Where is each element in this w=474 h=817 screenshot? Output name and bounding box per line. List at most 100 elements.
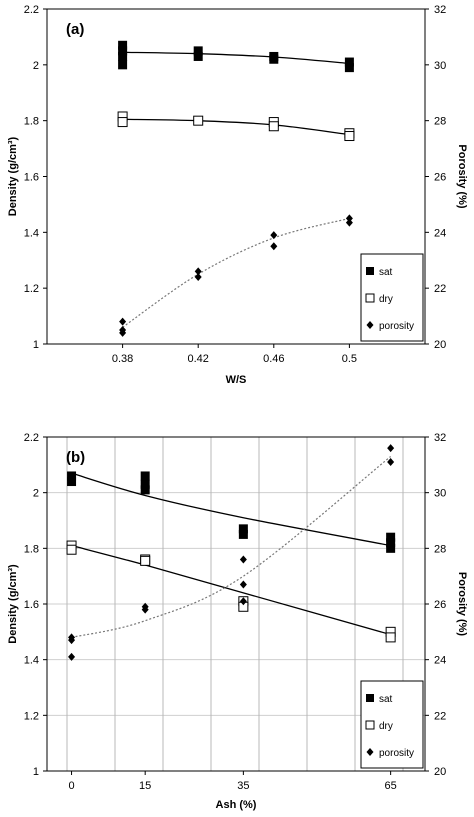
x-tick-label: 0.38 xyxy=(112,353,133,365)
legend-label: dry xyxy=(379,294,393,305)
x-tick-label: 0.42 xyxy=(187,353,208,365)
marker-sat xyxy=(118,51,128,61)
y2-axis-title: Porosity (%) xyxy=(456,144,468,209)
series-sat xyxy=(118,40,354,73)
y2-tick-label: 20 xyxy=(434,766,446,778)
y-tick-label: 1.8 xyxy=(24,116,39,128)
marker-porosity xyxy=(119,317,127,326)
y2-tick-label: 26 xyxy=(434,172,446,184)
y2-tick-label: 30 xyxy=(434,488,446,500)
marker-dry xyxy=(344,131,355,142)
marker-porosity xyxy=(141,605,149,614)
y-tick-label: 1 xyxy=(33,339,39,351)
chart-panel-b: 1 1.2 1.4 1.6 1.8 2 2.2 20 22 24 26 28 30 32 0 15 35 65 As… xyxy=(7,432,468,811)
legend-label: sat xyxy=(379,267,393,278)
legend-swatch xyxy=(366,694,374,702)
marker-porosity xyxy=(68,636,76,645)
marker-sat xyxy=(386,538,396,548)
legend-swatch xyxy=(365,720,375,730)
trendline-porosity xyxy=(122,217,350,328)
legend-swatch xyxy=(365,293,375,303)
marker-sat xyxy=(140,485,150,495)
series-porosity xyxy=(119,214,353,337)
marker-porosity xyxy=(270,242,278,251)
marker-sat xyxy=(269,54,279,64)
y-tick-label: 1 xyxy=(33,766,39,778)
x-tick-label: 35 xyxy=(237,780,249,792)
marker-sat xyxy=(67,477,77,487)
y2-axis-title: Porosity (%) xyxy=(456,572,468,637)
y2-tick-label: 22 xyxy=(434,710,446,722)
marker-sat xyxy=(238,529,248,539)
x-axis-title: W/S xyxy=(226,374,247,386)
y-tick-label: 1.2 xyxy=(24,283,39,295)
y2-tick-label: 32 xyxy=(434,432,446,444)
marker-sat xyxy=(118,60,128,70)
y2-tick-label: 28 xyxy=(434,543,446,555)
marker-dry xyxy=(385,632,396,643)
y2-tick-label: 28 xyxy=(434,116,446,128)
marker-porosity xyxy=(387,444,395,453)
marker-dry xyxy=(268,121,279,132)
marker-sat xyxy=(238,524,248,534)
legend-label: porosity xyxy=(379,321,414,332)
y-tick-label: 1.4 xyxy=(24,227,39,239)
x-tick-label: 0.46 xyxy=(263,353,284,365)
marker-sat xyxy=(386,543,396,553)
y2-tick-label: 26 xyxy=(434,599,446,611)
marker-dry xyxy=(140,555,151,566)
marker-sat xyxy=(193,51,203,61)
marker-sat xyxy=(193,46,203,56)
legend-label: dry xyxy=(379,721,393,732)
panel-label: (a) xyxy=(66,21,84,38)
legend-swatch xyxy=(366,321,374,329)
series-porosity xyxy=(68,444,395,661)
legend: sat dry porosity xyxy=(360,680,424,769)
legend-label: porosity xyxy=(379,748,414,759)
y2-tick-label: 24 xyxy=(434,227,446,239)
y-tick-label: 1.6 xyxy=(24,172,39,184)
x-tick-label: 0 xyxy=(68,780,74,792)
y2-tick-label: 20 xyxy=(434,339,446,351)
x-axis-title: Ash (%) xyxy=(216,799,257,811)
marker-sat xyxy=(344,57,354,67)
y-tick-label: 2.2 xyxy=(24,432,39,444)
marker-sat xyxy=(67,471,77,481)
series-dry xyxy=(117,111,355,142)
marker-sat xyxy=(118,46,128,56)
chart-panel-a: 1 1.2 1.4 1.6 1.8 2 2.2 20 22 24 26 28 30 32 0.38 0.42 0… xyxy=(7,4,468,386)
marker-sat xyxy=(140,479,150,489)
marker-porosity xyxy=(239,580,247,589)
legend-swatch xyxy=(366,267,374,275)
marker-porosity xyxy=(119,328,127,337)
y2-tick-label: 22 xyxy=(434,283,446,295)
marker-porosity xyxy=(194,273,202,281)
marker-porosity xyxy=(239,555,247,564)
y-tick-label: 2 xyxy=(33,60,39,72)
marker-dry xyxy=(193,115,204,126)
marker-sat xyxy=(386,532,396,542)
trendline-dry xyxy=(71,544,391,636)
marker-porosity xyxy=(387,458,395,467)
trendline-porosity xyxy=(71,456,392,638)
y-axis-title: Density (g/cm³) xyxy=(7,136,19,216)
x-tick-label: 0.5 xyxy=(342,353,357,365)
marker-porosity xyxy=(68,652,76,661)
legend: sat dry porosity xyxy=(360,253,424,342)
series-sat xyxy=(67,471,396,553)
panel-label: (b) xyxy=(66,449,85,466)
marker-sat xyxy=(344,63,354,73)
trendline-dry xyxy=(122,118,350,136)
marker-porosity xyxy=(345,218,353,227)
marker-dry xyxy=(66,544,77,555)
x-tick-label: 65 xyxy=(385,780,397,792)
y-tick-label: 1.8 xyxy=(24,543,39,555)
y-tick-label: 1.2 xyxy=(24,710,39,722)
marker-porosity xyxy=(345,214,353,223)
trendline-sat xyxy=(71,472,391,547)
marker-dry xyxy=(117,117,128,128)
x-tick-label: 15 xyxy=(139,780,151,792)
y-tick-label: 2.2 xyxy=(24,4,39,16)
legend-label: sat xyxy=(379,694,393,705)
